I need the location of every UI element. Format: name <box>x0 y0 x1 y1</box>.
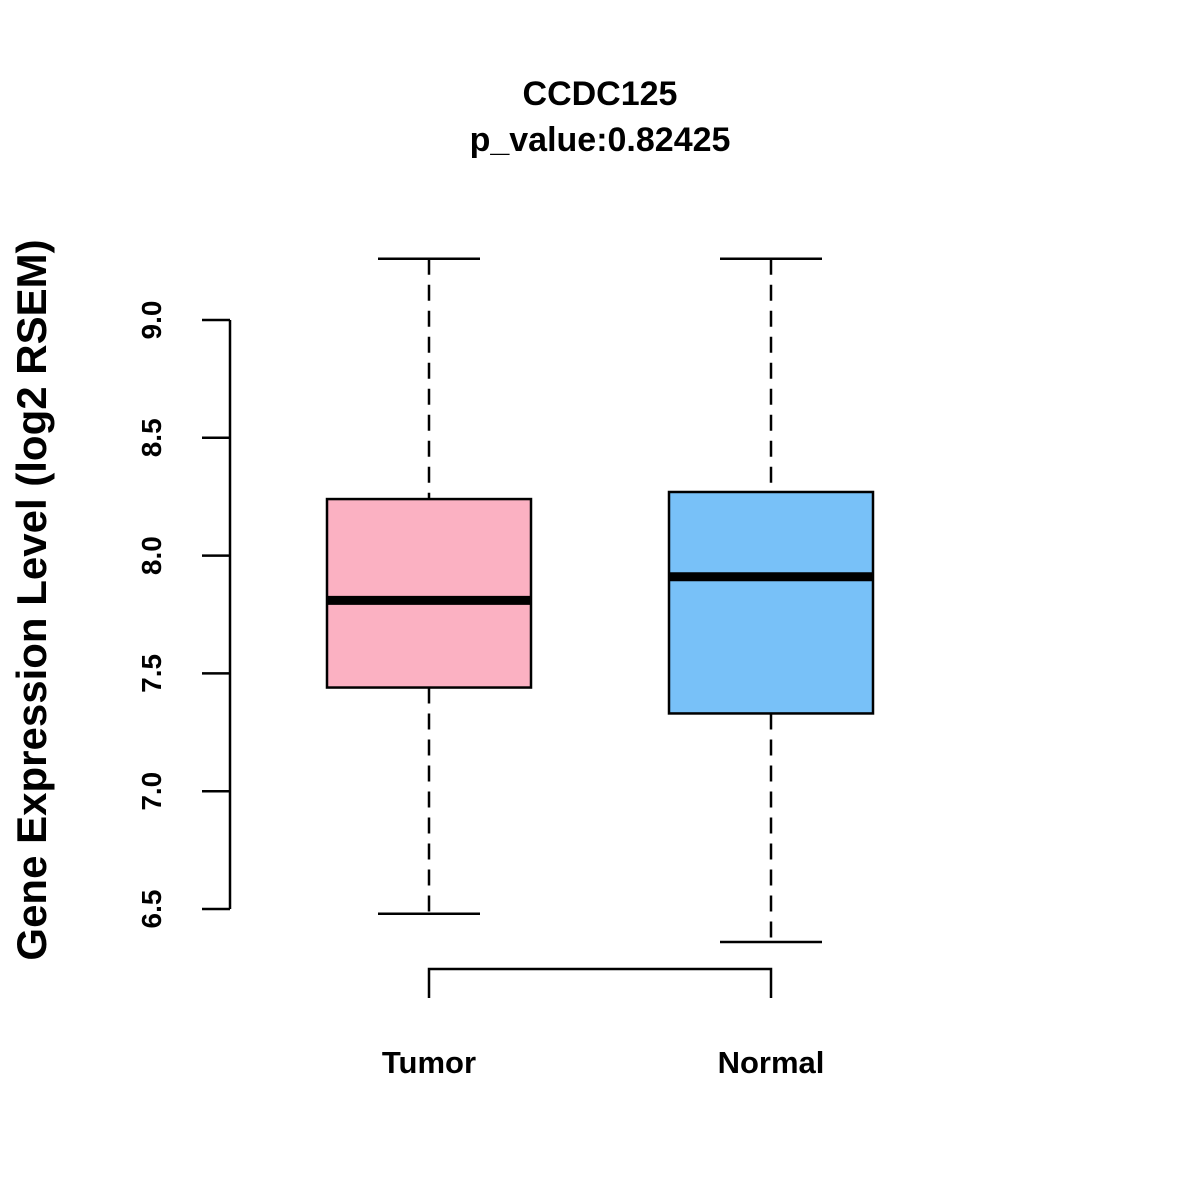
box-normal <box>667 257 875 944</box>
y-tick-label: 9.0 <box>136 301 167 340</box>
bracket-line <box>427 967 773 998</box>
y-tick-label: 7.0 <box>136 772 167 811</box>
iqr-box <box>325 497 533 689</box>
iqr-box <box>667 490 875 715</box>
y-tick-label: 6.5 <box>136 890 167 929</box>
y-axis: 6.5 7.0 7.5 8.0 8.5 9.0 <box>136 301 232 929</box>
chart-subtitle: p_value:0.82425 <box>470 121 731 159</box>
chart-title: CCDC125 <box>523 75 678 113</box>
x-axis-labels: Tumor Normal <box>382 1045 824 1080</box>
box-group <box>325 257 875 944</box>
y-tick-label: 7.5 <box>136 654 167 693</box>
y-tick-label: 8.0 <box>136 536 167 575</box>
x-label-tumor: Tumor <box>382 1045 476 1080</box>
y-tick-label: 8.5 <box>136 418 167 457</box>
comparison-bracket <box>427 967 773 998</box>
x-label-normal: Normal <box>718 1045 825 1080</box>
box-tumor <box>325 257 533 915</box>
y-axis-label: Gene Expression Level (log2 RSEM) <box>8 239 55 960</box>
